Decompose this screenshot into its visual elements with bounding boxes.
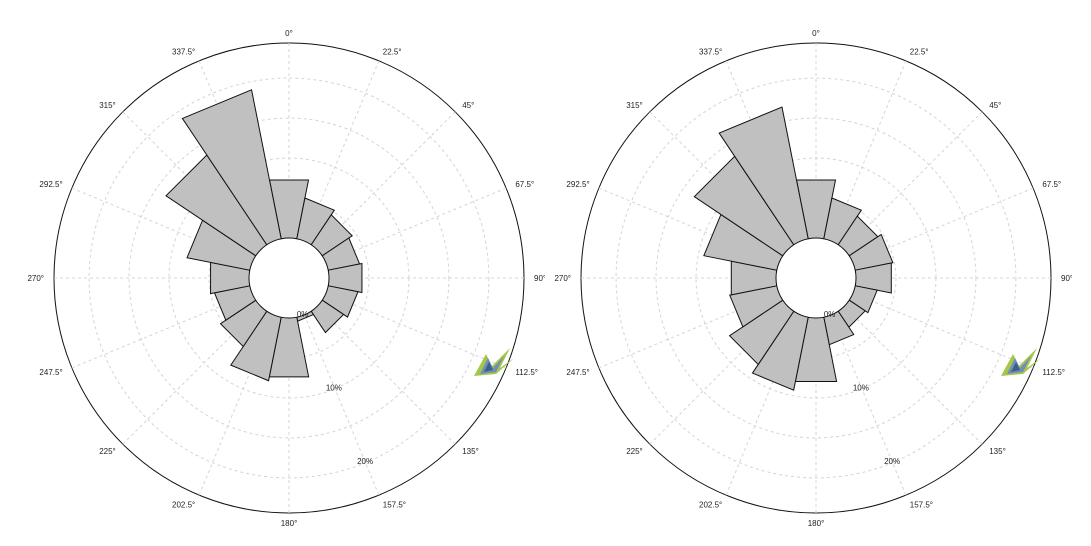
grid-spoke bbox=[316, 305, 456, 445]
angle-tick-label: 225° bbox=[99, 447, 116, 456]
grid-circle bbox=[735, 197, 897, 359]
angle-tick-label: 67.5° bbox=[515, 180, 534, 189]
wind-rose-right: 0° 22.5° 45° 67.5° 90° 112.5° 135° 157.5° 180° 20… bbox=[527, 0, 1072, 546]
wind-rose-left-svg: 0° 22.5° 45° 67.5° 90° 112.5° 135° 157.5° 180° 20… bbox=[27, 29, 545, 528]
angle-tick-label: 112.5° bbox=[1042, 368, 1065, 377]
inner-circle bbox=[775, 237, 857, 319]
angle-tick-label: 157.5° bbox=[383, 500, 406, 509]
inner-circle bbox=[248, 237, 330, 319]
grid-circle bbox=[208, 197, 370, 359]
angle-tick-label: 247.5° bbox=[566, 368, 589, 377]
angle-tick-label: 202.5° bbox=[699, 500, 722, 509]
mosquito-logo-icon bbox=[1001, 348, 1041, 376]
radial-tick-label: 20% bbox=[884, 457, 900, 466]
angle-tick-label: 247.5° bbox=[39, 368, 62, 377]
wind-rose-left: 0° 22.5° 45° 67.5° 90° 112.5° 135° 157.5° 180° 20… bbox=[0, 0, 545, 546]
grid-circle bbox=[655, 117, 977, 439]
grid-spoke bbox=[852, 292, 1034, 369]
angle-tick-label: 315° bbox=[626, 101, 643, 110]
grid-spoke bbox=[303, 314, 380, 496]
grid-spoke bbox=[325, 292, 507, 369]
angle-tick-label: 45° bbox=[989, 101, 1001, 110]
angle-tick-label: 22.5° bbox=[910, 48, 929, 57]
angle-tick-label: 157.5° bbox=[910, 500, 933, 509]
angle-tick-label: 337.5° bbox=[699, 48, 722, 57]
radial-tick-label: 0% bbox=[824, 310, 836, 319]
angle-tick-label: 90° bbox=[1061, 274, 1072, 283]
radial-tick-label: 20% bbox=[357, 457, 373, 466]
angle-tick-label: 270° bbox=[554, 274, 571, 283]
grid-spoke bbox=[843, 305, 983, 445]
mosquito-logo-icon bbox=[474, 348, 514, 376]
angle-tick-label: 0° bbox=[285, 29, 293, 38]
grid-spoke bbox=[325, 187, 507, 264]
radial-tick-label: 10% bbox=[853, 383, 869, 392]
angle-tick-label: 135° bbox=[462, 447, 479, 456]
angle-tick-label: 180° bbox=[808, 519, 825, 528]
grid-spoke bbox=[830, 314, 907, 496]
grid-circle bbox=[88, 77, 490, 479]
angle-tick-label: 112.5° bbox=[515, 368, 538, 377]
grid-circle bbox=[615, 77, 1017, 479]
radial-tick-label: 10% bbox=[326, 383, 342, 392]
angle-tick-label: 67.5° bbox=[1042, 180, 1061, 189]
grid-circle bbox=[128, 117, 450, 439]
angle-tick-label: 337.5° bbox=[172, 48, 195, 57]
angle-tick-label: 22.5° bbox=[383, 48, 402, 57]
angle-tick-label: 202.5° bbox=[172, 500, 195, 509]
angle-tick-label: 315° bbox=[99, 101, 116, 110]
angle-tick-label: 292.5° bbox=[566, 180, 589, 189]
radial-tick-label: 0% bbox=[297, 310, 309, 319]
angle-tick-label: 270° bbox=[27, 274, 44, 283]
angle-tick-label: 180° bbox=[281, 519, 298, 528]
angle-tick-label: 45° bbox=[462, 101, 474, 110]
angle-tick-label: 225° bbox=[626, 447, 643, 456]
angle-tick-label: 90° bbox=[534, 274, 545, 283]
angle-tick-label: 292.5° bbox=[39, 180, 62, 189]
wind-rose-right-svg: 0° 22.5° 45° 67.5° 90° 112.5° 135° 157.5° 180° 20… bbox=[554, 29, 1072, 528]
angle-tick-label: 135° bbox=[989, 447, 1006, 456]
angle-tick-label: 0° bbox=[812, 29, 820, 38]
